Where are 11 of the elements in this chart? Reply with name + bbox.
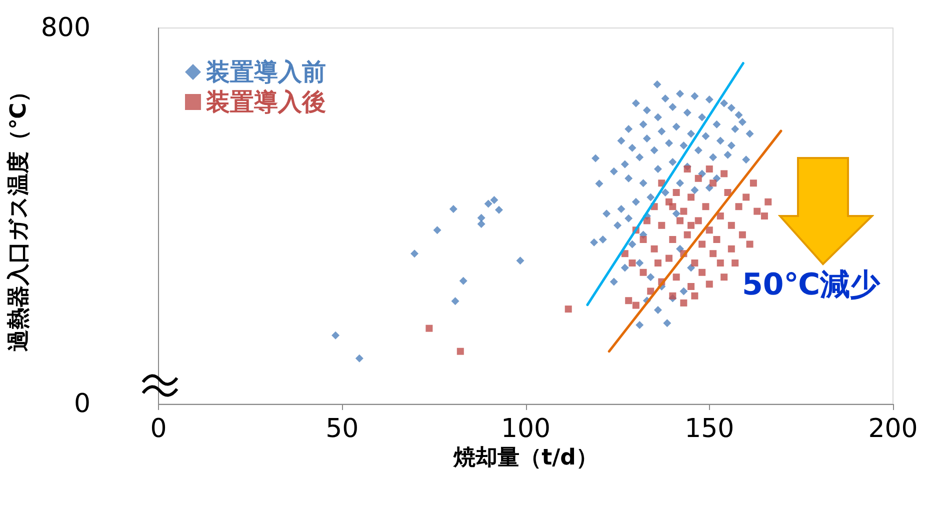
y-axis-title: 過熱器入口ガス温度（℃）: [6, 80, 32, 352]
x-tick-label: 100: [500, 414, 551, 444]
legend-label: 装置導入後: [205, 88, 326, 116]
x-tick-label: 50: [326, 414, 359, 444]
x-tick-label: 200: [868, 414, 918, 444]
annotation: 50℃減少: [742, 268, 882, 302]
legend-label: 装置導入前: [205, 58, 326, 86]
x-tick-label: 0: [150, 414, 167, 444]
x-axis-title: 焼却量（t/d）: [452, 445, 598, 470]
x-tick-label: 150: [684, 414, 734, 444]
y-tick-label: 800: [40, 13, 91, 43]
